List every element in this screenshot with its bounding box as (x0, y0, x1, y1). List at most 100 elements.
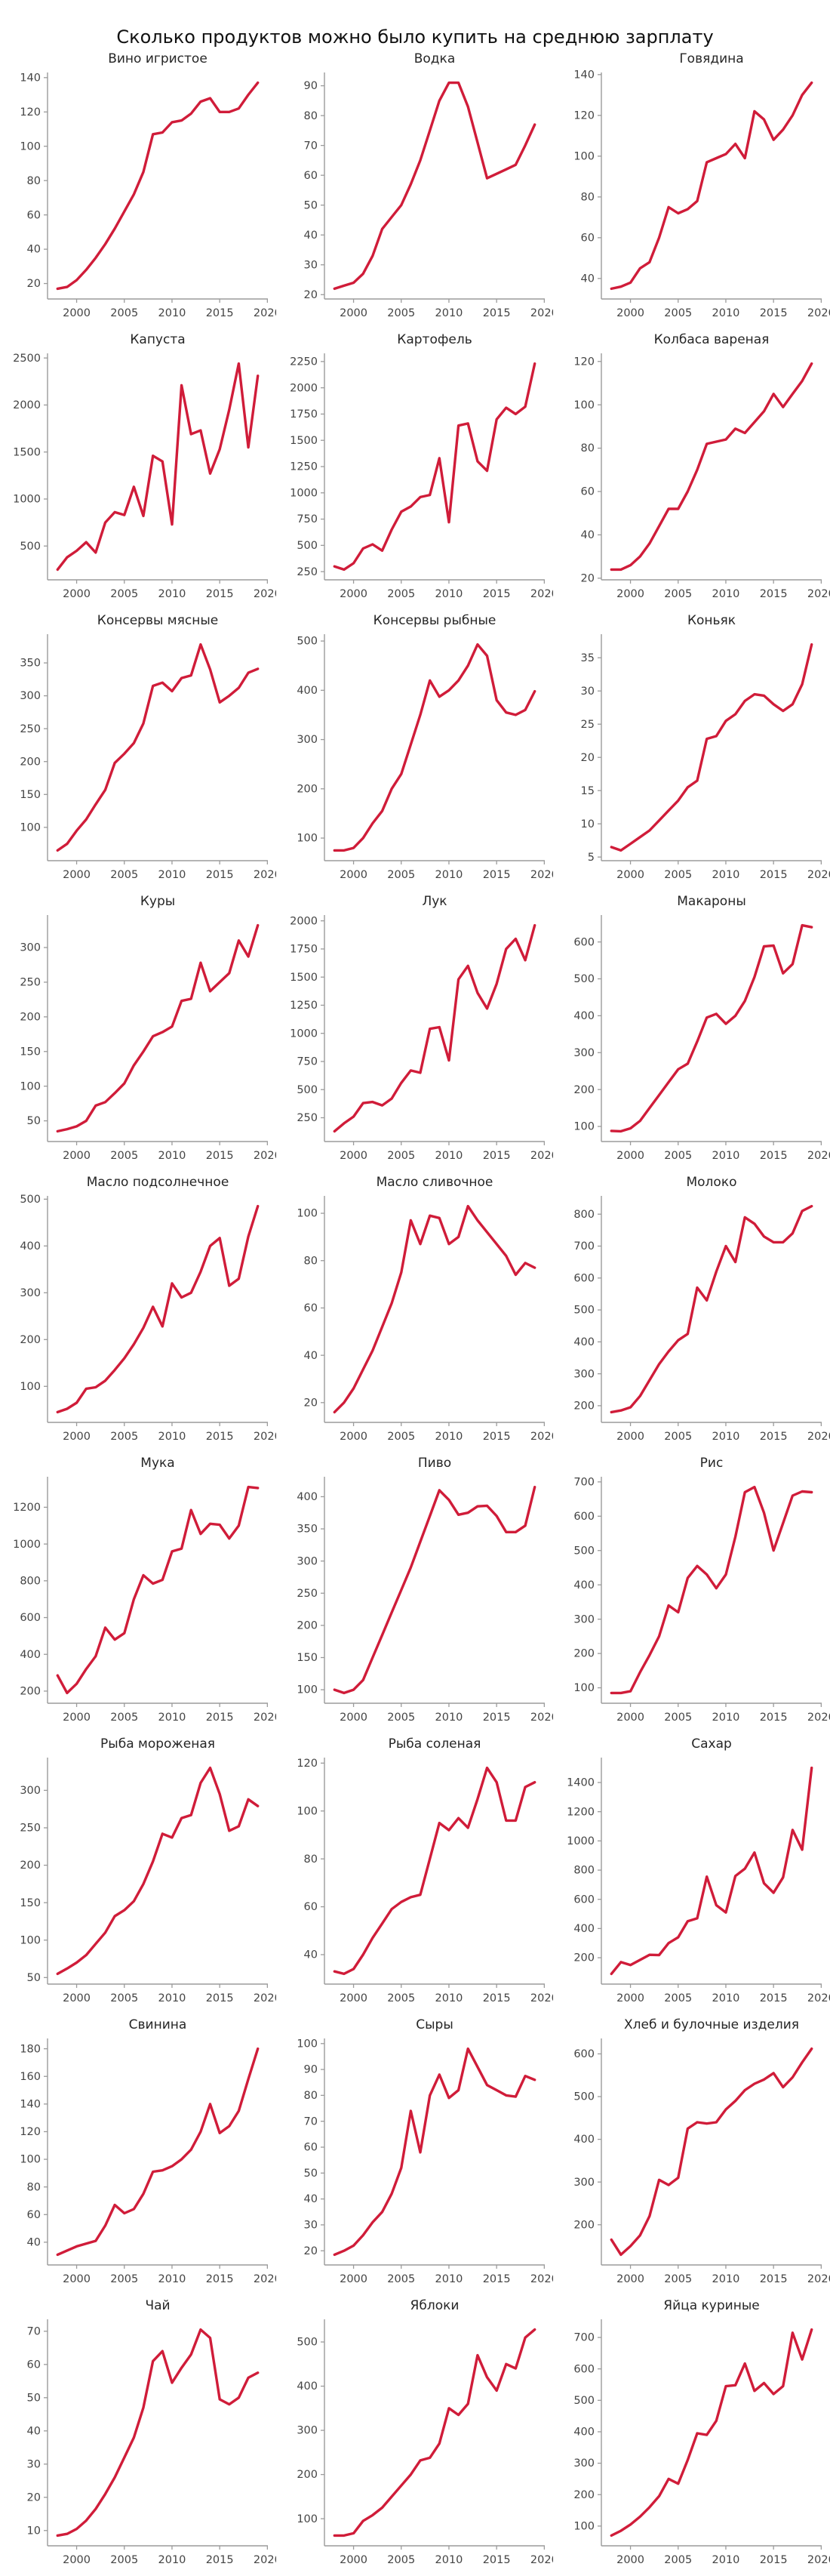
y-tick-label: 200 (573, 1084, 595, 1096)
series-line (610, 1485, 813, 1695)
chart-svg-17: Пиво 100 150 200 250 300 350 400 2000 2005 2010 201… (297, 1456, 553, 1724)
y-tick-label: 150 (297, 1652, 318, 1664)
chart-title: Макароны (677, 894, 746, 909)
x-tick-label: 2010 (435, 1150, 463, 1162)
chart-svg-8: Консервы рыбные 100 200 300 400 500 2000 2005 20… (297, 613, 553, 881)
subplot-5: Картофель 250 500 750 1000 1250 1500 1750 2000 22… (277, 328, 553, 609)
x-tick-label: 2005 (110, 2554, 138, 2566)
y-tick-label: 40 (304, 230, 318, 242)
x-tick-label: 2000 (616, 1431, 644, 1443)
y-tick-label: 500 (297, 1084, 318, 1096)
y-tick-label: 20 (304, 289, 318, 301)
x-tick-label: 2010 (712, 1150, 740, 1162)
y-tick-label: 600 (573, 936, 595, 948)
chart-svg-6: Колбаса вареная 20 40 60 80 100 120 2000 2005 201… (573, 332, 830, 600)
x-tick-label: 2015 (206, 2554, 234, 2566)
x-tick-label: 2015 (760, 588, 788, 600)
x-tick-label: 2005 (387, 2273, 415, 2285)
y-tick-label: 400 (573, 1010, 595, 1022)
chart-title: Чай (145, 2298, 170, 2313)
y-tick-label: 1250 (290, 1000, 318, 1012)
figure-header: Сколько продуктов можно было купить на с… (0, 0, 830, 47)
y-tick-label: 600 (20, 1612, 41, 1624)
y-tick-label: 200 (20, 1860, 41, 1872)
y-tick-label: 200 (20, 1334, 41, 1346)
x-tick-label: 2010 (435, 2554, 463, 2566)
x-tick-label: 2000 (340, 1712, 367, 1724)
y-tick-label: 20 (581, 572, 595, 584)
y-tick-label: 700 (573, 1476, 595, 1488)
chart-title: Консервы рыбные (374, 613, 496, 628)
chart-title: Масло подсолнечное (87, 1175, 229, 1190)
y-tick-label: 10 (27, 2525, 41, 2537)
x-tick-label: 2000 (616, 1992, 644, 2004)
y-tick-label: 250 (20, 977, 41, 989)
y-tick-label: 70 (27, 2325, 41, 2337)
y-tick-label: 80 (304, 110, 318, 122)
y-tick-label: 700 (573, 2332, 595, 2344)
series-line (56, 923, 260, 1133)
chart-title: Говядина (679, 51, 743, 66)
subplot-7: Консервы мясные 100 150 200 250 300 350 2000 200… (0, 609, 276, 889)
x-tick-label: 2005 (664, 2273, 692, 2285)
x-tick-label: 2010 (158, 869, 186, 881)
y-tick-label: 15 (581, 785, 595, 797)
chart-svg-16: Мука 200 400 600 800 1000 1200 2000 2005 2010 2015… (13, 1456, 276, 1724)
chart-title: Водка (414, 51, 456, 66)
x-tick-label: 2000 (63, 1431, 91, 1443)
y-tick-label: 1500 (290, 972, 318, 984)
x-tick-label: 2015 (760, 1992, 788, 2004)
y-tick-label: 300 (20, 1287, 41, 1299)
x-tick-label: 2010 (435, 1431, 463, 1443)
x-tick-label: 2000 (616, 1712, 644, 1724)
y-tick-label: 1400 (567, 1777, 595, 1789)
y-tick-label: 250 (297, 566, 318, 578)
y-tick-label: 400 (20, 1649, 41, 1661)
y-tick-label: 120 (297, 1758, 318, 1770)
chart-title: Сахар (691, 1736, 732, 1752)
y-tick-label: 80 (27, 2181, 41, 2193)
y-tick-label: 2250 (290, 356, 318, 368)
x-tick-label: 2015 (206, 869, 234, 881)
x-tick-label: 2000 (63, 1712, 91, 1724)
y-tick-label: 60 (581, 232, 595, 244)
y-tick-label: 60 (581, 486, 595, 498)
y-tick-label: 500 (297, 540, 318, 552)
y-tick-label: 300 (573, 1047, 595, 1059)
x-tick-label: 2005 (387, 2554, 415, 2566)
x-tick-label: 2010 (712, 2554, 740, 2566)
y-tick-label: 100 (297, 833, 318, 845)
subplot-11: Лук 250 500 750 1000 1250 1500 1750 2000 2000 2005… (277, 889, 553, 1170)
x-tick-label: 2010 (158, 2554, 186, 2566)
x-tick-label: 2005 (664, 1431, 692, 1443)
subplot-23: Сыры 20 30 40 50 60 70 80 90 100 2000 2005 2010 2015 2… (277, 2013, 553, 2294)
chart-svg-11: Лук 250 500 750 1000 1250 1500 1750 2000 2000 2005… (290, 894, 553, 1162)
y-tick-label: 90 (304, 80, 318, 92)
x-tick-label: 2015 (483, 307, 511, 319)
series-line (610, 2047, 813, 2257)
y-tick-label: 400 (573, 2427, 595, 2439)
y-tick-label: 60 (27, 2209, 41, 2221)
x-tick-label: 2000 (63, 2554, 91, 2566)
y-tick-label: 2000 (290, 915, 318, 927)
x-tick-label: 2015 (206, 307, 234, 319)
x-tick-label: 2005 (387, 1712, 415, 1724)
y-tick-label: 400 (573, 1923, 595, 1935)
subplot-10: Куры 50 100 150 200 250 300 2000 2005 2010 2015 202… (0, 889, 276, 1170)
chart-svg-2: Водка 20 30 40 50 60 70 80 90 2000 2005 2010 2015 202… (304, 51, 553, 319)
x-tick-label: 2015 (206, 1150, 234, 1162)
y-tick-label: 500 (573, 2091, 595, 2103)
x-tick-label: 2000 (340, 307, 367, 319)
x-tick-label: 2005 (110, 307, 138, 319)
y-tick-label: 80 (27, 175, 41, 187)
y-tick-label: 180 (20, 2043, 41, 2055)
subplot-8: Консервы рыбные 100 200 300 400 500 2000 2005 20… (277, 609, 553, 889)
series-line (610, 923, 813, 1133)
y-tick-label: 200 (20, 1011, 41, 1023)
